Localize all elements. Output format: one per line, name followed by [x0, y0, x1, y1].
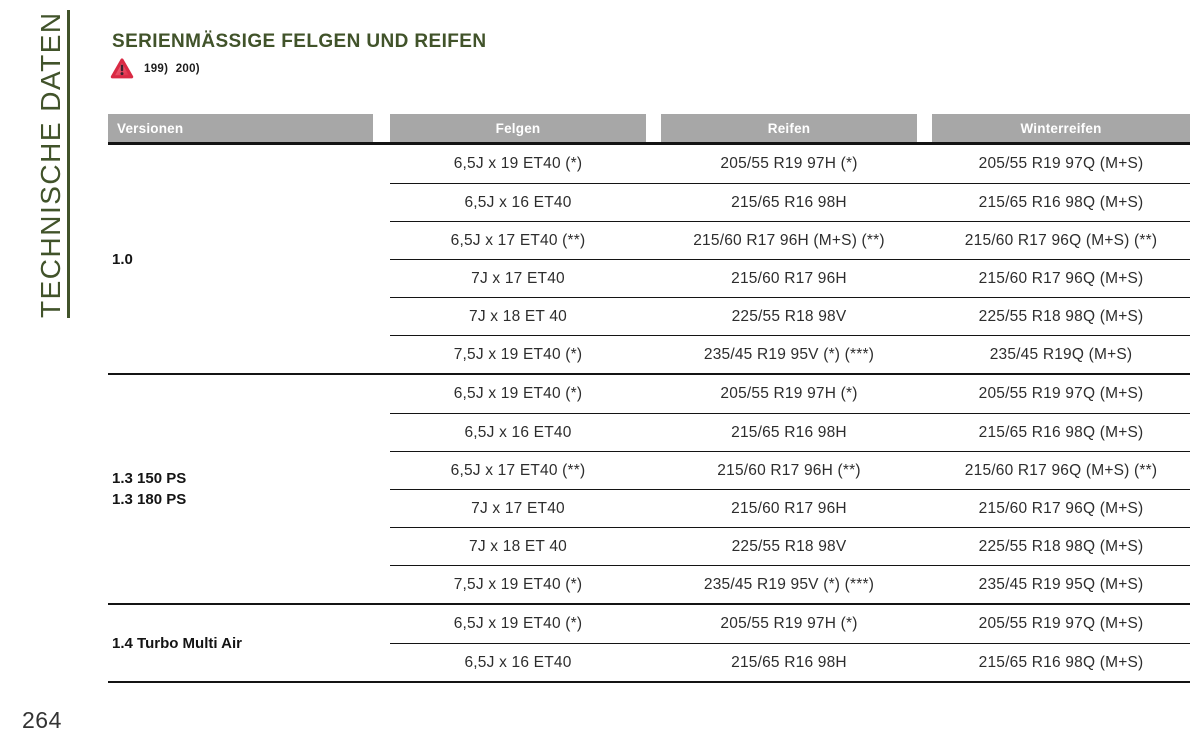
- table-header-row: Versionen Felgen Reifen Winterreifen: [108, 114, 1190, 142]
- reifen-cell: 205/55 R19 97H (*): [720, 615, 858, 632]
- felgen-cell: 6,5J x 19 ET40 (*): [453, 615, 583, 632]
- table-row: 6,5J x 19 ET40 (*) 205/55 R19 97H (*) 205/…: [390, 375, 1190, 413]
- table-row: 6,5J x 16 ET40 215/65 R16 98H 215/65 R16 9…: [390, 643, 1190, 681]
- version-group: 1.0 6,5J x 19 ET40 (*) 205/55 R19 97H (*) 2…: [108, 145, 1190, 373]
- version-label-line: 1.4 Turbo Multi Air: [112, 634, 242, 652]
- table-row: 7J x 18 ET 40 225/55 R18 98V 225/55 R18 98…: [390, 527, 1190, 565]
- reifen-cell: 225/55 R18 98V: [731, 307, 847, 325]
- group-rows: 6,5J x 19 ET40 (*) 205/55 R19 97H (*) 205/…: [390, 375, 1190, 603]
- table-row: 7J x 17 ET40 215/60 R17 96H 215/60 R17 96Q…: [390, 489, 1190, 527]
- chapter-sidebar-title: TECHNISCHE DATEN: [35, 10, 70, 318]
- felgen-cell: 7,5J x 19 ET40 (*): [453, 575, 583, 593]
- table-body: 1.0 6,5J x 19 ET40 (*) 205/55 R19 97H (*) 2…: [108, 142, 1190, 683]
- felgen-cell: 6,5J x 17 ET40 (**): [450, 231, 586, 249]
- table-row: 7,5J x 19 ET40 (*) 235/45 R19 95V (*) (**…: [390, 335, 1190, 373]
- header-versionen: Versionen: [108, 114, 373, 142]
- reifen-cell: 235/45 R19 95V (*) (***): [703, 345, 875, 363]
- version-label: 1.3 150 PS 1.3 180 PS: [108, 375, 390, 603]
- page-number: 264: [22, 707, 62, 733]
- winterreifen-cell: 235/45 R19 95Q (M+S): [978, 575, 1144, 593]
- reifen-cell: 215/60 R17 96H: [731, 499, 847, 517]
- group-rows: 6,5J x 19 ET40 (*) 205/55 R19 97H (*) 205/…: [390, 145, 1190, 373]
- winterreifen-cell: 205/55 R19 97Q (M+S): [978, 615, 1144, 632]
- version-label: 1.4 Turbo Multi Air: [108, 605, 390, 681]
- page-title: SERIENMÄSSIGE FELGEN UND REIFEN: [112, 31, 487, 52]
- reifen-cell: 205/55 R19 97H (*): [720, 155, 858, 172]
- header-reifen: Reifen: [661, 114, 917, 142]
- version-label-line: 1.3 150 PS: [112, 470, 187, 487]
- table-row: 7J x 18 ET 40 225/55 R18 98V 225/55 R18 98…: [390, 297, 1190, 335]
- reifen-cell: 215/60 R17 96H: [731, 269, 847, 287]
- table-row: 6,5J x 19 ET40 (*) 205/55 R19 97H (*) 205/…: [390, 605, 1190, 643]
- felgen-cell: 6,5J x 16 ET40: [464, 653, 572, 671]
- version-label-line: 1.3 180 PS: [112, 491, 187, 508]
- header-felgen: Felgen: [390, 114, 646, 142]
- felgen-cell: 7J x 18 ET 40: [469, 307, 567, 325]
- footnote-refs: 199) 200): [144, 62, 200, 75]
- winterreifen-cell: 215/65 R16 98Q (M+S): [978, 193, 1144, 211]
- felgen-cell: 7,5J x 19 ET40 (*): [453, 345, 583, 363]
- felgen-cell: 6,5J x 16 ET40: [464, 423, 572, 441]
- wheels-tires-table: Versionen Felgen Reifen Winterreifen 1.0…: [108, 114, 1190, 683]
- winterreifen-cell: 225/55 R18 98Q (M+S): [978, 307, 1144, 325]
- version-group: 1.4 Turbo Multi Air 6,5J x 19 ET40 (*) 205…: [108, 603, 1190, 681]
- table-row: 6,5J x 17 ET40 (**) 215/60 R17 96H (M+S) …: [390, 221, 1190, 259]
- winterreifen-cell: 215/60 R17 96Q (M+S) (**): [964, 231, 1158, 249]
- winterreifen-cell: 215/65 R16 98Q (M+S): [978, 653, 1144, 671]
- winterreifen-cell: 205/55 R19 97Q (M+S): [978, 385, 1144, 402]
- reifen-cell: 205/55 R19 97H (*): [720, 385, 858, 402]
- winterreifen-cell: 215/60 R17 96Q (M+S): [978, 269, 1144, 287]
- felgen-cell: 7J x 17 ET40: [471, 499, 565, 517]
- version-group: 1.3 150 PS 1.3 180 PS 6,5J x 19 ET40 (*) 20…: [108, 373, 1190, 603]
- winterreifen-cell: 215/60 R17 96Q (M+S) (**): [964, 461, 1158, 479]
- winterreifen-cell: 215/60 R17 96Q (M+S): [978, 499, 1144, 517]
- header-winterreifen: Winterreifen: [932, 114, 1190, 142]
- reifen-cell: 215/65 R16 98H: [731, 193, 847, 211]
- felgen-cell: 6,5J x 19 ET40 (*): [453, 385, 583, 402]
- version-label-line: 1.0: [112, 250, 133, 268]
- group-rows: 6,5J x 19 ET40 (*) 205/55 R19 97H (*) 205/…: [390, 605, 1190, 681]
- reifen-cell: 215/65 R16 98H: [731, 423, 847, 441]
- felgen-cell: 6,5J x 19 ET40 (*): [453, 155, 583, 172]
- table-row: 6,5J x 17 ET40 (**) 215/60 R17 96H (**) 21…: [390, 451, 1190, 489]
- winterreifen-cell: 215/65 R16 98Q (M+S): [978, 423, 1144, 441]
- version-label: 1.0: [108, 145, 390, 373]
- reifen-cell: 215/60 R17 96H (**): [717, 461, 861, 479]
- reifen-cell: 215/60 R17 96H (M+S) (**): [693, 231, 885, 249]
- reifen-cell: 235/45 R19 95V (*) (***): [703, 575, 875, 593]
- table-row: 6,5J x 16 ET40 215/65 R16 98H 215/65 R16 9…: [390, 413, 1190, 451]
- table-row: 6,5J x 19 ET40 (*) 205/55 R19 97H (*) 205/…: [390, 145, 1190, 183]
- table-row: 7J x 17 ET40 215/60 R17 96H 215/60 R17 96Q…: [390, 259, 1190, 297]
- reifen-cell: 225/55 R18 98V: [731, 537, 847, 555]
- reifen-cell: 215/65 R16 98H: [731, 653, 847, 671]
- table-row: 6,5J x 16 ET40 215/65 R16 98H 215/65 R16 9…: [390, 183, 1190, 221]
- warning-triangle-icon: [110, 58, 134, 79]
- winterreifen-cell: 205/55 R19 97Q (M+S): [978, 155, 1144, 172]
- winterreifen-cell: 225/55 R18 98Q (M+S): [978, 537, 1144, 555]
- warning-footnote-row: 199) 200): [110, 57, 200, 80]
- winterreifen-cell: 235/45 R19Q (M+S): [989, 345, 1133, 363]
- table-row: 7,5J x 19 ET40 (*) 235/45 R19 95V (*) (**…: [390, 565, 1190, 603]
- felgen-cell: 6,5J x 16 ET40: [464, 193, 572, 211]
- felgen-cell: 7J x 17 ET40: [471, 269, 565, 287]
- felgen-cell: 6,5J x 17 ET40 (**): [450, 461, 586, 479]
- felgen-cell: 7J x 18 ET 40: [469, 537, 567, 555]
